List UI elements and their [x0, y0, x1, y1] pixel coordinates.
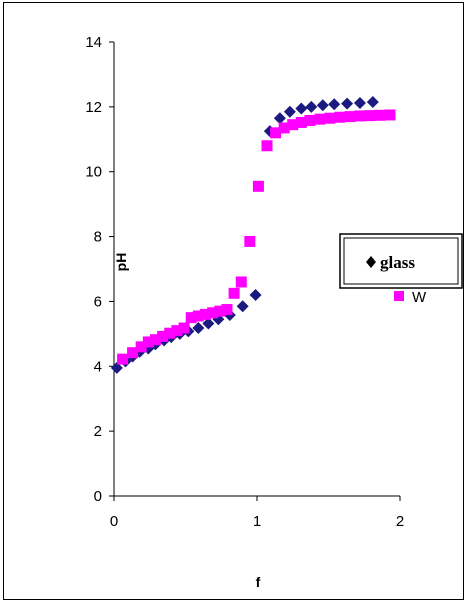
- legend-inner-border: [343, 237, 459, 285]
- y-tick-label: 2: [94, 423, 102, 440]
- legend: glass W: [339, 233, 463, 306]
- chart-frame: [3, 2, 464, 600]
- data-point-square: [287, 119, 299, 131]
- data-point-square: [354, 110, 366, 122]
- data-point-square: [235, 276, 247, 288]
- data-point-square: [171, 325, 183, 337]
- data-point-diamond: [366, 95, 379, 108]
- y-tick-label: 10: [85, 164, 102, 181]
- data-point-square: [221, 304, 233, 316]
- data-point-square: [295, 116, 307, 128]
- data-point-square: [117, 353, 129, 365]
- data-point-square: [364, 110, 376, 122]
- data-point-square: [228, 287, 240, 299]
- data-point-diamond: [341, 97, 354, 110]
- data-point-square: [324, 112, 336, 124]
- x-tick-label: 0: [110, 513, 118, 530]
- data-point-square: [261, 140, 273, 152]
- data-point-square: [278, 122, 290, 134]
- series-w: [117, 109, 396, 365]
- data-point-diamond: [249, 288, 262, 301]
- legend-box: [339, 233, 463, 289]
- data-point-diamond: [295, 102, 308, 115]
- data-point-square: [270, 127, 282, 139]
- legend-diamond-icon: [366, 256, 376, 268]
- x-tick-label: 2: [396, 513, 404, 530]
- data-point-square: [127, 347, 139, 359]
- y-tick-label: 6: [94, 293, 102, 310]
- data-point-square: [135, 341, 147, 353]
- data-point-square: [185, 312, 197, 324]
- y-tick-label: 14: [85, 34, 102, 51]
- data-point-diamond: [316, 99, 329, 112]
- legend-label-w: W: [412, 289, 427, 306]
- data-point-square: [384, 109, 396, 121]
- y-tick-label: 4: [94, 358, 102, 375]
- data-point-square: [207, 307, 219, 319]
- data-point-square: [192, 310, 204, 322]
- y-tick-label: 12: [85, 99, 102, 116]
- data-point-square: [252, 180, 264, 192]
- data-point-square: [157, 330, 169, 342]
- data-point-square: [334, 111, 346, 123]
- y-tick-label: 0: [94, 488, 102, 505]
- data-point-diamond: [110, 361, 123, 374]
- data-point-square: [244, 235, 256, 247]
- y-axis-title: pH: [113, 253, 129, 272]
- data-point-diamond: [202, 317, 215, 330]
- legend-label-glass: glass: [380, 253, 415, 272]
- x-axis: 0 1 2: [110, 495, 404, 530]
- data-point-diamond: [328, 98, 341, 111]
- data-point-square: [314, 113, 326, 125]
- data-point-square: [142, 336, 154, 348]
- data-point-diamond: [305, 100, 318, 113]
- data-point-square: [149, 334, 161, 346]
- data-point-square: [214, 305, 226, 317]
- data-point-square: [304, 114, 316, 126]
- y-axis: 0 2 4 6 8 10 12 14: [85, 34, 115, 505]
- data-point-diamond: [283, 105, 296, 118]
- data-point-diamond: [236, 300, 249, 313]
- y-tick-label: 8: [94, 229, 102, 246]
- data-series: [110, 95, 396, 374]
- data-point-square: [344, 111, 356, 123]
- x-tick-label: 1: [253, 513, 261, 530]
- x-axis-title: f: [256, 574, 261, 590]
- data-point-square: [374, 109, 386, 121]
- data-point-square: [178, 322, 190, 334]
- data-point-diamond: [192, 322, 205, 335]
- data-point-square: [200, 308, 212, 320]
- series-glass: [110, 95, 379, 374]
- legend-square-icon: [394, 291, 404, 301]
- data-point-diamond: [273, 112, 286, 125]
- data-point-square: [164, 327, 176, 339]
- data-point-diamond: [353, 96, 366, 109]
